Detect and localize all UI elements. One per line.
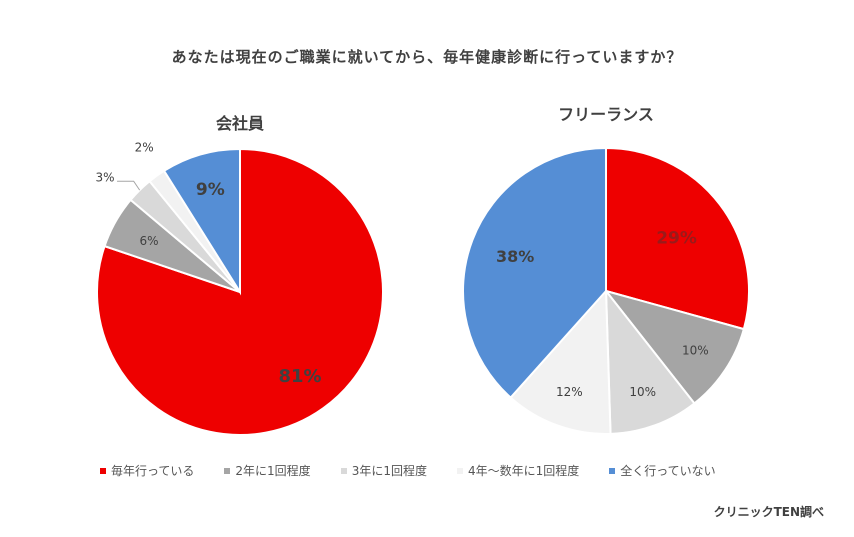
data-label-1-4: 38% xyxy=(496,247,534,266)
data-label-1-1: 10% xyxy=(682,344,709,358)
pie-slice-1-0 xyxy=(605,146,750,331)
legend-label: 全く行っていない xyxy=(620,464,716,478)
legend-item-1: 2年に1回程度 xyxy=(224,462,311,479)
data-label-0-3: 2% xyxy=(135,140,154,154)
data-label-0-0: 81% xyxy=(278,366,321,387)
legend-label: 毎年行っている xyxy=(111,464,195,478)
data-label-1-3: 12% xyxy=(556,385,583,399)
legend-swatch xyxy=(456,467,463,474)
legend-label: 2年に1回程度 xyxy=(235,464,311,478)
data-label-0-4: 9% xyxy=(196,180,225,200)
legend-item-3: 4年～数年に1回程度 xyxy=(456,462,580,479)
legend-label: 4年～数年に1回程度 xyxy=(467,464,580,478)
pie-slice-1-2 xyxy=(604,287,696,435)
legend-swatch xyxy=(224,467,231,474)
pie-slice-1-4 xyxy=(462,146,607,399)
leader-line-0-2 xyxy=(117,180,141,191)
legend-swatch xyxy=(340,467,347,474)
legend-swatch xyxy=(100,467,106,474)
data-label-1-0: 29% xyxy=(656,228,697,248)
pie-freelance: 29% 10% 10% 12% 38% xyxy=(462,146,750,435)
pie-title-company: 会社員 xyxy=(216,114,264,133)
pie-title-freelance: フリーランス xyxy=(558,105,654,124)
data-label-0-2: 3% xyxy=(96,170,115,184)
legend-item-0: 毎年行っている xyxy=(100,462,194,479)
pie-slice-1-3 xyxy=(509,288,612,435)
pie-company: 81% 6% 3% 2% 9% xyxy=(96,140,384,436)
pie-slice-1-1 xyxy=(603,289,746,405)
chart-title: あなたは現在のご職業に就いてから、毎年健康診断に行っていますか？ xyxy=(171,48,683,66)
data-label-0-1: 6% xyxy=(140,234,159,248)
legend: 毎年行っている 2年に1回程度 3年に1回程度 4年～数年に1回程度 全く行っていない xyxy=(100,462,716,479)
legend-item-2: 3年に1回程度 xyxy=(340,462,427,479)
legend-label: 3年に1回程度 xyxy=(351,464,427,478)
source-note: クリニックTEN調べ xyxy=(713,505,824,519)
legend-item-4: 全く行っていない xyxy=(609,462,716,479)
legend-swatch xyxy=(609,467,616,474)
data-label-1-2: 10% xyxy=(629,385,656,399)
pie-slice-0-4 xyxy=(162,147,241,296)
